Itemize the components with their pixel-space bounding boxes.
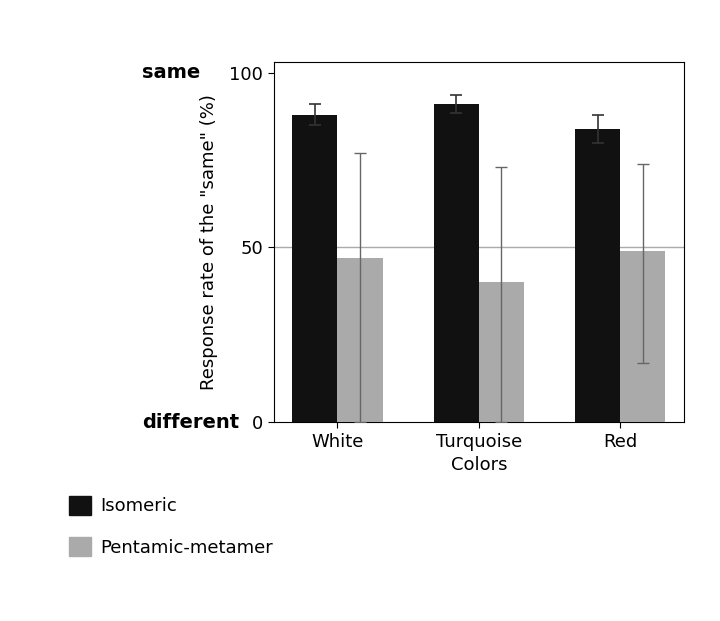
X-axis label: Colors: Colors — [451, 456, 507, 474]
Y-axis label: Response rate of the "same" (%): Response rate of the "same" (%) — [200, 94, 218, 390]
Bar — [338, 258, 383, 422]
Bar — [433, 104, 479, 422]
Bar — [620, 251, 665, 422]
Bar — [479, 283, 524, 422]
Bar — [292, 114, 338, 422]
Text: same: same — [142, 63, 200, 82]
Legend: Isomeric, Pentamic-metamer: Isomeric, Pentamic-metamer — [69, 496, 273, 556]
Text: different: different — [142, 413, 239, 432]
Bar — [575, 129, 620, 422]
